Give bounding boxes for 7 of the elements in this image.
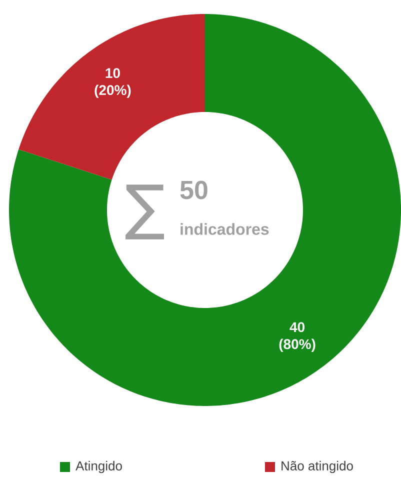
text: ∑ — [126, 184, 164, 240]
legend-label: Não atingido — [282, 460, 353, 474]
legend-label: Atingido — [76, 460, 122, 474]
data-label: 40 (80%) — [279, 322, 316, 352]
text: 50 — [180, 180, 208, 200]
data-label: 10 (20%) — [94, 68, 131, 98]
text: indicadores — [180, 223, 269, 235]
